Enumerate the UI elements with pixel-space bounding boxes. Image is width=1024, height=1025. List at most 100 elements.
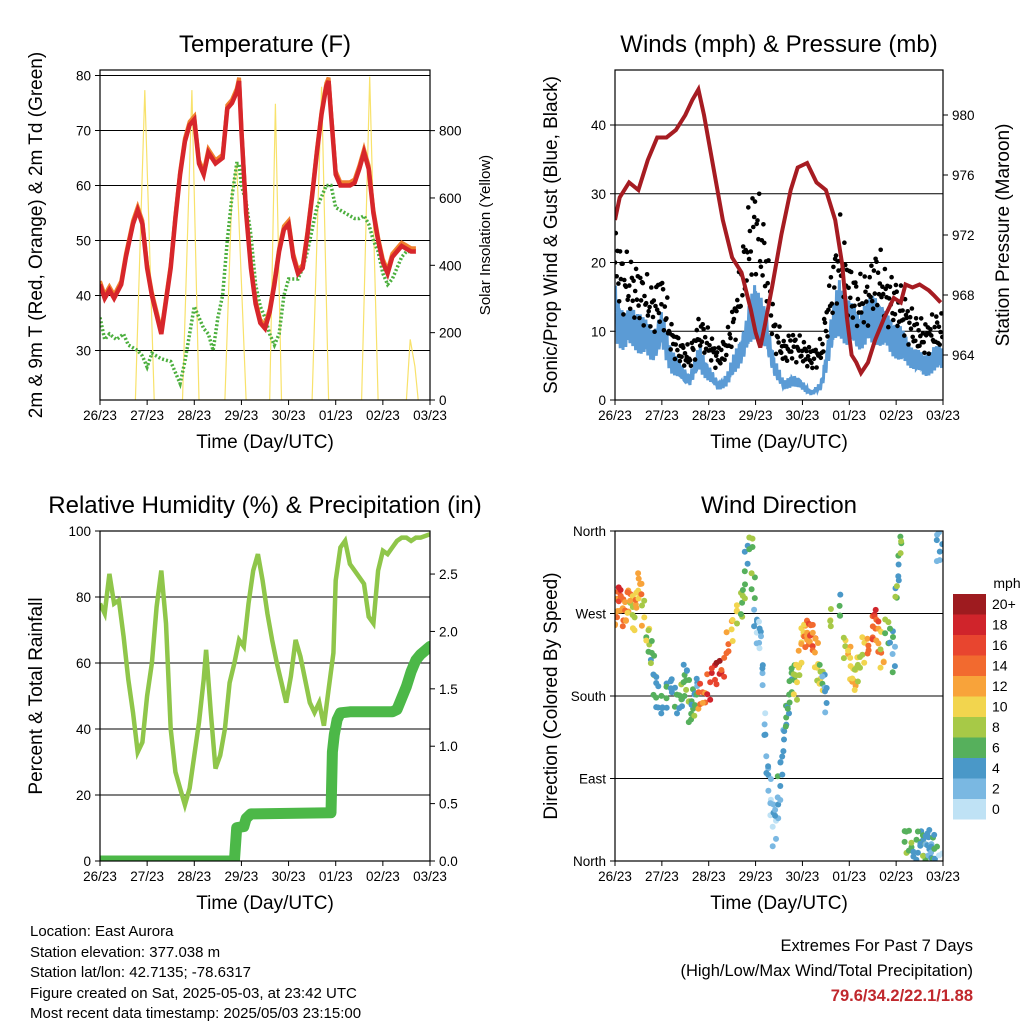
gust-point [806, 344, 812, 350]
direction-point [641, 597, 648, 604]
direction-point [901, 838, 908, 845]
gust-point [848, 269, 854, 275]
gust-point [724, 352, 729, 358]
direction-point [774, 773, 781, 780]
figure-created: Figure created on Sat, 2025-05-03, at 23… [30, 984, 357, 1002]
gust-point [786, 333, 791, 339]
direction-point [877, 664, 884, 671]
direction-point [885, 619, 892, 626]
gust-point [659, 302, 664, 307]
direction-point [629, 625, 636, 632]
direction-point [678, 696, 685, 703]
gust-point [672, 356, 678, 362]
x-tick-label: 29/23 [739, 869, 773, 884]
direction-point [693, 675, 700, 682]
colorbar-swatch [953, 799, 986, 820]
gust-point [649, 285, 654, 290]
station-location: Location: East Aurora [30, 923, 174, 940]
direction-point [836, 612, 843, 619]
direction-point [707, 696, 714, 703]
direction-point [617, 593, 624, 600]
gust-point [868, 294, 873, 300]
x-tick-label: 29/23 [225, 408, 259, 423]
gust-point [878, 247, 883, 253]
gust-point [874, 259, 879, 265]
gust-point [634, 297, 640, 303]
gust-point [668, 347, 673, 352]
gust-point [651, 298, 657, 303]
gust-point [752, 199, 758, 204]
gust-point [864, 284, 870, 290]
direction-point [882, 630, 889, 637]
gust-point [818, 355, 824, 361]
direction-point [784, 705, 791, 712]
gust-point [685, 342, 690, 347]
gust-point [805, 354, 811, 359]
x-tick-label: 27/23 [645, 869, 679, 884]
gust-point [636, 303, 641, 308]
gust-point [733, 337, 738, 343]
gust-point [682, 351, 688, 356]
gust-point [627, 306, 633, 312]
dewpoint-line [100, 161, 416, 390]
gust-point [702, 350, 707, 355]
gust-point [641, 323, 646, 328]
gust-point [811, 356, 817, 362]
direction-point [663, 704, 670, 711]
gust-point [830, 310, 835, 316]
direction-point [645, 627, 652, 634]
gust-point [934, 320, 940, 325]
gust-point [799, 353, 804, 359]
y-tick-label: 20 [591, 256, 606, 271]
gust-point [825, 334, 830, 339]
gust-point [661, 328, 667, 333]
gust-point [814, 365, 819, 370]
direction-point [936, 548, 943, 555]
gust-point [653, 303, 658, 309]
gust-point [740, 293, 745, 298]
direction-point [780, 748, 787, 755]
gust-point [917, 343, 922, 349]
direction-point [914, 828, 921, 835]
gust-point [922, 350, 927, 356]
gust-point [681, 345, 686, 351]
colorbar-swatch [953, 635, 986, 656]
gust-point [788, 338, 793, 343]
direction-point [741, 568, 748, 575]
direction-point [864, 635, 871, 642]
gust-point [926, 351, 932, 357]
direction-point [893, 583, 900, 590]
gust-point [929, 333, 934, 338]
x-tick-label: 30/23 [786, 869, 820, 884]
gust-point [867, 274, 872, 280]
direction-point [619, 623, 626, 630]
direction-point [718, 667, 725, 673]
gust-point [675, 347, 680, 353]
direction-point [749, 535, 756, 542]
gust-point [650, 314, 656, 320]
direction-point [786, 699, 793, 706]
gust-point [886, 296, 892, 301]
colorbar-swatch [953, 614, 986, 635]
direction-point [733, 607, 740, 614]
x-tick-label: 02/23 [879, 408, 913, 423]
gust-point [626, 293, 631, 299]
x-axis-label: Time (Day/UTC) [196, 893, 334, 914]
gust-point [725, 324, 731, 330]
gust-point [775, 335, 781, 340]
direction-point [624, 609, 631, 616]
direction-point [842, 643, 849, 650]
direction-point [615, 622, 618, 629]
gust-point [821, 316, 827, 322]
direction-point [721, 673, 728, 680]
extremes-subtitle: (High/Low/Max Wind/Total Precipitation) [680, 962, 973, 980]
gust-point [773, 322, 778, 328]
x-tick-label: 28/23 [692, 408, 726, 423]
direction-point [794, 679, 800, 686]
x-tick-label: 30/23 [272, 869, 306, 884]
gust-point [804, 348, 809, 354]
direction-point [708, 670, 715, 676]
gust-point [662, 304, 668, 309]
gust-point [727, 331, 732, 337]
colorbar-label: 6 [992, 740, 1000, 756]
